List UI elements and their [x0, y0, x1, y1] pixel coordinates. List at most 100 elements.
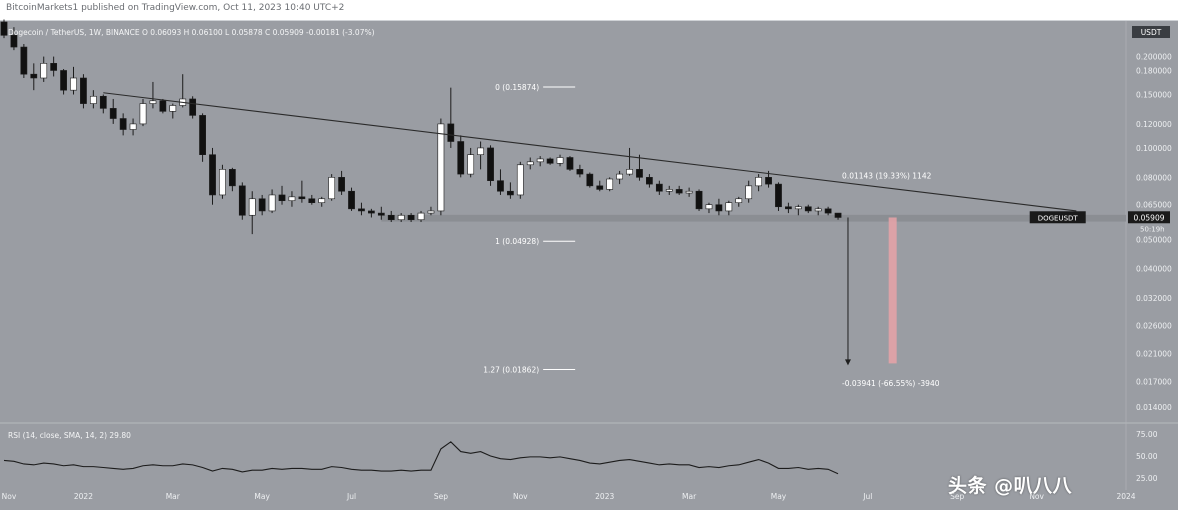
candle-down — [228, 169, 236, 187]
candle-down — [407, 214, 415, 221]
y-tick-label: 0.050000 — [1136, 235, 1172, 244]
x-tick-label: Sep — [950, 492, 964, 501]
candle-down — [278, 194, 286, 202]
candle-up — [526, 161, 534, 166]
candle-down — [497, 180, 504, 192]
x-tick-label: Jul — [346, 492, 356, 501]
y-tick-label: 0.180000 — [1136, 66, 1172, 75]
candle-down — [189, 98, 197, 116]
candle-down — [804, 206, 812, 212]
candle-down — [546, 158, 554, 164]
candle-up — [318, 198, 326, 203]
candle-down — [0, 21, 8, 36]
candle-down — [576, 169, 584, 175]
candle-down — [824, 208, 832, 214]
candle-down — [80, 77, 87, 104]
projection-arrowhead — [844, 359, 851, 366]
x-tick-label: 2024 — [1116, 492, 1135, 501]
candle-up — [745, 185, 753, 200]
x-tick-label: Jul — [862, 492, 872, 501]
fib-level-label: 0 (0.15874) — [495, 83, 539, 92]
y-tick-label: 0.080000 — [1136, 173, 1172, 182]
last-price-tag — [1128, 211, 1170, 224]
candle-down — [507, 190, 514, 196]
candle-down — [209, 154, 216, 196]
y-tick-label: 0.040000 — [1136, 265, 1172, 274]
publish-text: BitcoinMarkets1 published on TradingView… — [6, 3, 345, 13]
y-tick-label: 0.150000 — [1136, 90, 1172, 99]
candle-down — [785, 206, 792, 210]
candle-down — [586, 173, 594, 187]
candle-up — [725, 202, 733, 212]
candle-up — [139, 103, 147, 125]
candle-down — [695, 190, 703, 210]
candle-down — [655, 183, 663, 192]
fib-level-label: 1 (0.04928) — [495, 237, 539, 246]
candle-up — [149, 100, 157, 104]
y-tick-label: 0.065000 — [1136, 201, 1172, 210]
candle-up — [536, 158, 544, 163]
candle-up — [685, 190, 693, 194]
candle-up — [129, 123, 137, 130]
rsi-y-tick: 50.00 — [1136, 452, 1158, 461]
y-tick-label: 0.200000 — [1136, 53, 1172, 62]
candle-down — [368, 210, 375, 214]
descending-trendline — [103, 92, 1077, 212]
candle-up — [417, 212, 425, 221]
countdown-label: 50:19h — [1140, 225, 1165, 233]
currency-badge — [1132, 26, 1170, 38]
last-price-label: 0.05909 — [1133, 213, 1164, 222]
candle-down — [10, 35, 18, 48]
candle-down — [675, 189, 683, 194]
candle-down — [457, 141, 465, 175]
candle-up — [70, 77, 77, 91]
symbol-tag — [1029, 211, 1086, 224]
measure-label: 0.01143 (19.33%) 1142 — [842, 172, 932, 181]
candle-down — [109, 108, 117, 119]
candle-down — [338, 177, 345, 192]
candle-up — [248, 198, 256, 216]
candle-up — [219, 169, 226, 196]
candle-down — [50, 63, 58, 71]
candle-down — [159, 100, 167, 112]
candle-up — [755, 177, 762, 187]
candle-down — [636, 169, 643, 178]
candle-down — [358, 208, 365, 212]
candle-down — [119, 118, 127, 130]
candle-down — [387, 214, 395, 221]
candle-up — [268, 194, 276, 212]
rsi-y-tick: 75.00 — [1136, 430, 1158, 439]
candle-up — [556, 157, 564, 164]
candle-down — [60, 70, 67, 91]
candle-down — [566, 157, 574, 170]
x-tick-label: Nov — [2, 492, 17, 501]
candle-up — [794, 206, 802, 210]
symbol-legend: Dogecoin / TetherUS, 1W, BINANCE O 0.060… — [8, 28, 375, 37]
x-tick-label: May — [254, 492, 270, 501]
candle-up — [169, 105, 177, 112]
rsi-legend: RSI (14, close, SMA, 14, 2) 29.80 — [8, 431, 131, 440]
candle-down — [99, 95, 107, 109]
candle-up — [40, 63, 48, 79]
candle-up — [665, 189, 673, 192]
rsi-line — [3, 441, 839, 475]
candle-down — [715, 204, 723, 212]
candle-down — [308, 198, 316, 203]
candle-down — [447, 123, 455, 142]
candle-down — [238, 185, 246, 216]
support-zone — [381, 214, 1127, 222]
x-tick-label: 2023 — [595, 492, 614, 501]
y-tick-label: 0.032000 — [1136, 294, 1172, 303]
x-tick-label: Mar — [682, 492, 697, 501]
candle-up — [705, 204, 713, 210]
candle-down — [596, 185, 604, 190]
candle-up — [616, 173, 623, 180]
candle-up — [606, 178, 614, 190]
x-tick-label: May — [771, 492, 787, 501]
x-tick-label: 2022 — [74, 492, 93, 501]
candle-up — [397, 214, 405, 221]
candle-up — [467, 154, 475, 175]
candle-down — [377, 212, 385, 216]
candle-down — [258, 198, 266, 212]
